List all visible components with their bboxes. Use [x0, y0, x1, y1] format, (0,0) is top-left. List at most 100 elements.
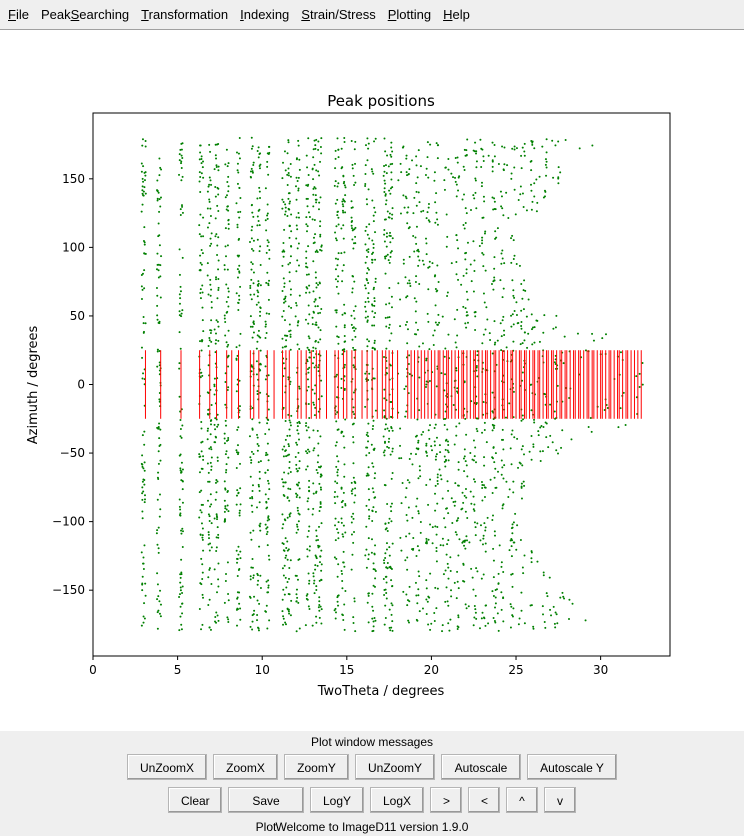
- peak-point: [353, 329, 356, 332]
- peak-point: [201, 571, 204, 574]
- peak-point: [141, 492, 144, 495]
- logx-button[interactable]: LogX: [370, 787, 424, 813]
- peak-point: [427, 429, 430, 432]
- pan-left-button[interactable]: <: [468, 787, 500, 813]
- zoomx-button[interactable]: ZoomX: [213, 754, 278, 780]
- peak-point: [350, 216, 353, 219]
- peak-point: [252, 215, 255, 218]
- peak-point: [250, 364, 253, 367]
- peak-point: [372, 214, 375, 217]
- pan-down-button[interactable]: v: [544, 787, 576, 813]
- peak-point: [527, 332, 530, 335]
- peak-point: [226, 561, 229, 564]
- peak-point: [318, 482, 321, 485]
- peak-point: [408, 373, 411, 376]
- peak-point: [311, 218, 314, 221]
- peak-point: [214, 435, 217, 438]
- peak-point: [250, 237, 253, 240]
- peak-point: [238, 298, 241, 301]
- peak-point: [159, 589, 162, 592]
- peak-point: [213, 383, 216, 386]
- peak-point: [141, 486, 144, 489]
- peak-point: [257, 629, 260, 632]
- peak-point: [200, 162, 203, 165]
- peak-point: [343, 199, 346, 202]
- peak-point: [402, 145, 405, 148]
- peak-point: [400, 457, 403, 460]
- peak-point: [367, 537, 370, 540]
- peak-point: [390, 250, 393, 253]
- peak-point: [426, 211, 429, 214]
- peak-point: [405, 513, 408, 516]
- peak-point: [469, 263, 472, 266]
- peak-point: [226, 205, 229, 208]
- logy-button[interactable]: LogY: [310, 787, 364, 813]
- peak-point: [513, 188, 516, 191]
- peak-point: [555, 613, 558, 616]
- peak-point: [457, 614, 460, 617]
- unzoomx-button[interactable]: UnZoomX: [127, 754, 207, 780]
- clear-button[interactable]: Clear: [168, 787, 222, 813]
- peak-point: [318, 174, 321, 177]
- peak-point: [584, 349, 587, 352]
- peak-point: [368, 223, 371, 226]
- peak-point: [288, 419, 291, 422]
- peak-point: [296, 443, 299, 446]
- peak-point: [281, 177, 284, 180]
- peak-point: [511, 615, 514, 618]
- peak-point: [455, 597, 458, 600]
- peak-point: [475, 160, 478, 163]
- peak-point: [350, 140, 353, 143]
- peak-point: [476, 430, 479, 433]
- menu-file[interactable]: File: [8, 7, 29, 22]
- peak-point: [297, 176, 300, 179]
- peak-point: [373, 339, 376, 342]
- peak-point: [180, 558, 183, 561]
- peak-point: [366, 345, 369, 348]
- peak-point: [449, 618, 452, 621]
- peak-point: [238, 157, 241, 160]
- peak-point: [209, 215, 212, 218]
- unzoomy-button[interactable]: UnZoomY: [355, 754, 435, 780]
- menu-strain-stress[interactable]: Strain/Stress: [301, 7, 376, 22]
- peak-point: [289, 175, 292, 178]
- peak-point: [454, 157, 457, 160]
- menu-plotting[interactable]: Plotting: [387, 7, 432, 22]
- save-plot-button[interactable]: Save Plot: [228, 787, 304, 834]
- autoscale-y-button[interactable]: Autoscale Y: [527, 754, 617, 780]
- peak-point: [337, 156, 340, 159]
- peak-point: [352, 541, 355, 544]
- peak-point: [198, 471, 201, 474]
- peak-point: [200, 339, 203, 342]
- peak-point: [457, 278, 460, 281]
- peak-point: [334, 539, 337, 542]
- peak-point: [268, 312, 271, 315]
- peak-point: [364, 261, 367, 264]
- menu-indexing[interactable]: Indexing: [240, 7, 290, 22]
- peak-point: [157, 551, 160, 554]
- peak-point: [352, 346, 355, 349]
- peak-point: [638, 386, 641, 389]
- peak-point: [156, 627, 159, 630]
- peak-point: [256, 614, 259, 617]
- peak-point: [281, 315, 284, 318]
- menu-help[interactable]: Help: [443, 7, 470, 22]
- peak-point: [202, 330, 205, 333]
- peak-point: [179, 589, 182, 592]
- pan-up-button[interactable]: ^: [506, 787, 538, 813]
- plot-canvas[interactable]: Peak positions 0 5 10 15 20 25 30−150−100−5005…: [0, 30, 744, 730]
- peak-point: [257, 284, 260, 287]
- zoomy-button[interactable]: ZoomY: [284, 754, 349, 780]
- peak-point: [399, 427, 402, 430]
- peak-point: [335, 373, 338, 376]
- autoscale-button[interactable]: Autoscale: [441, 754, 521, 780]
- peak-point: [287, 167, 290, 170]
- peak-point: [447, 512, 450, 515]
- peak-point: [286, 334, 289, 337]
- peak-point: [425, 587, 428, 590]
- menu-peaksearching[interactable]: PeakSearching: [40, 7, 130, 22]
- peak-point: [352, 174, 355, 177]
- menu-transformation[interactable]: Transformation: [141, 7, 229, 22]
- pan-right-button[interactable]: >: [430, 787, 462, 813]
- peak-point: [226, 616, 229, 619]
